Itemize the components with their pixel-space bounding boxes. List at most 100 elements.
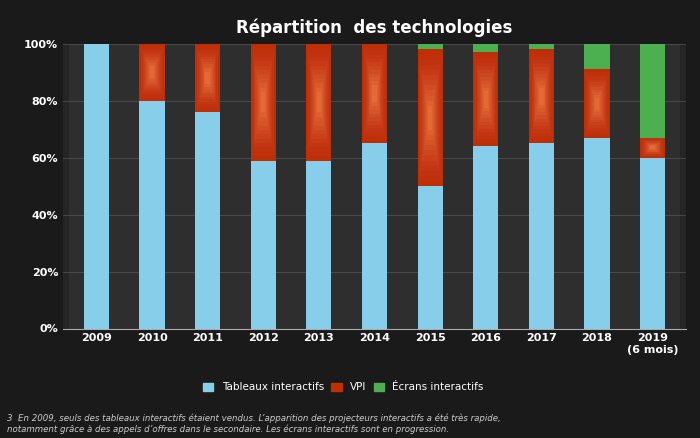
Bar	[255, 61, 272, 143]
Bar	[590, 85, 604, 122]
Bar	[256, 70, 270, 134]
Bar	[251, 44, 276, 161]
Bar	[645, 142, 659, 153]
Bar	[424, 85, 436, 150]
Bar	[569, 44, 625, 328]
Bar	[372, 81, 377, 106]
Bar	[258, 74, 270, 130]
Bar	[473, 53, 498, 146]
Bar	[307, 161, 331, 328]
Bar	[316, 88, 322, 117]
Bar	[474, 56, 497, 143]
Bar	[419, 60, 441, 176]
Bar	[260, 88, 267, 117]
Bar	[421, 65, 440, 171]
Bar	[141, 46, 164, 99]
Bar	[625, 44, 680, 328]
Bar	[197, 49, 218, 107]
Bar	[291, 44, 346, 328]
Bar	[196, 46, 219, 110]
Bar	[69, 44, 124, 328]
Bar	[595, 98, 599, 110]
Bar	[649, 145, 657, 151]
Bar	[346, 44, 402, 328]
Bar	[531, 57, 552, 136]
Bar	[643, 140, 662, 155]
Bar	[529, 44, 554, 49]
Bar	[418, 49, 442, 186]
Bar	[84, 44, 109, 328]
Bar	[199, 54, 216, 102]
Bar	[478, 70, 493, 129]
Bar	[640, 44, 665, 138]
Bar	[584, 44, 610, 70]
Bar	[480, 77, 491, 122]
Bar	[315, 83, 323, 121]
Bar	[587, 77, 607, 130]
Bar	[588, 80, 606, 127]
Bar	[365, 59, 384, 128]
Bar	[473, 146, 498, 328]
Bar	[141, 48, 162, 96]
Bar	[256, 66, 271, 139]
Bar	[648, 144, 657, 152]
Bar	[529, 49, 554, 144]
Bar	[587, 74, 608, 133]
Bar	[204, 70, 211, 87]
Bar	[235, 44, 291, 328]
Bar	[479, 74, 493, 125]
Bar	[259, 83, 267, 121]
Bar	[195, 44, 220, 112]
Title: Répartition  des technologies: Répartition des technologies	[237, 18, 512, 37]
Bar	[364, 51, 385, 136]
Bar	[369, 70, 380, 117]
Bar	[316, 92, 321, 113]
Bar	[640, 158, 665, 328]
Bar	[594, 95, 600, 112]
Bar	[538, 85, 545, 108]
Bar	[198, 52, 217, 104]
Text: 3  En 2009, seuls des tableaux interactifs étaient vendus. L’apparition des proj: 3 En 2009, seuls des tableaux interactif…	[7, 414, 500, 434]
Bar	[426, 95, 434, 140]
Bar	[650, 145, 656, 150]
Bar	[529, 144, 554, 328]
Bar	[362, 44, 387, 144]
Bar	[148, 63, 156, 81]
Bar	[362, 144, 387, 328]
Bar	[536, 78, 547, 115]
Bar	[428, 106, 433, 130]
Bar	[363, 48, 386, 140]
Bar	[647, 143, 659, 152]
Bar	[532, 60, 551, 133]
Bar	[645, 141, 660, 154]
Bar	[365, 55, 384, 132]
Bar	[370, 78, 379, 110]
Bar	[536, 74, 547, 119]
Bar	[458, 44, 514, 328]
Bar	[530, 53, 553, 140]
Bar	[535, 71, 548, 122]
Bar	[476, 63, 496, 136]
Bar	[640, 138, 665, 158]
Bar	[314, 79, 324, 126]
Bar	[427, 101, 433, 135]
Bar	[641, 138, 664, 157]
Bar	[591, 87, 603, 120]
Bar	[514, 44, 569, 328]
Bar	[180, 44, 235, 328]
Bar	[202, 64, 213, 92]
Bar	[204, 67, 211, 89]
Bar	[533, 67, 550, 126]
Bar	[124, 44, 180, 328]
Bar	[419, 55, 442, 181]
Bar	[149, 65, 155, 79]
Bar	[533, 64, 550, 129]
Bar	[529, 49, 554, 144]
Bar	[473, 44, 498, 53]
Bar	[650, 146, 655, 149]
Bar	[421, 70, 439, 166]
Legend: Tableaux interactifs, VPI, Écrans interactifs: Tableaux interactifs, VPI, Écrans intera…	[199, 379, 487, 396]
Bar	[642, 139, 664, 156]
Bar	[258, 79, 268, 126]
Bar	[144, 54, 160, 90]
